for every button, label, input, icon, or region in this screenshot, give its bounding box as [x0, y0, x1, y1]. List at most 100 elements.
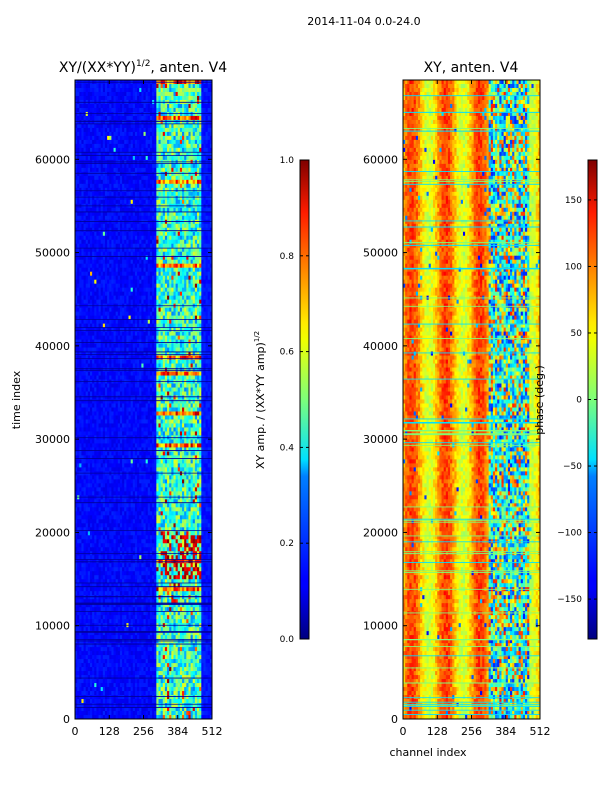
amplitude-heatmap-cell — [175, 251, 179, 257]
amplitude-heatmap-cell — [81, 311, 84, 317]
amplitude-heatmap-cell — [186, 179, 189, 185]
amplitude-heatmap-cell — [149, 147, 153, 153]
amplitude-heatmap-cell — [89, 95, 93, 101]
amplitude-heatmap-cell — [203, 299, 206, 305]
amplitude-heatmap-cell — [209, 363, 212, 368]
amplitude-heatmap-cell — [179, 191, 183, 197]
amplitude-heatmap-cell — [81, 95, 84, 101]
amplitude-heatmap-cell — [162, 115, 166, 121]
amplitude-heatmap-cell — [141, 183, 144, 189]
amplitude-heatmap-cell — [119, 91, 123, 97]
amplitude-heatmap-cell — [152, 195, 155, 201]
amplitude-heatmap-cell — [104, 187, 108, 193]
amplitude-heatmap-cell — [77, 95, 80, 101]
amplitude-heatmap-cell — [107, 347, 110, 352]
amplitude-heatmap-cell — [102, 287, 106, 293]
amplitude-heatmap-cell — [169, 371, 172, 376]
amplitude-heatmap-cell — [77, 255, 80, 261]
amplitude-heatmap-cell — [122, 175, 125, 181]
amplitude-heatmap-cell — [160, 355, 164, 360]
amplitude-heatmap-cell — [207, 295, 211, 301]
amplitude-heatmap-cell — [207, 131, 211, 137]
amplitude-heatmap-cell — [197, 199, 200, 205]
amplitude-heatmap-cell — [199, 387, 202, 392]
amplitude-heatmap-cell — [126, 243, 129, 249]
amplitude-heatmap-cell — [199, 259, 202, 265]
amplitude-heatmap-cell — [94, 123, 97, 129]
amplitude-heatmap-cell — [192, 167, 196, 173]
amplitude-heatmap-cell — [119, 151, 123, 157]
amplitude-heatmap-cell — [156, 295, 159, 301]
amplitude-heatmap-cell — [85, 139, 89, 145]
amplitude-heatmap-cell — [209, 207, 212, 213]
amplitude-heatmap-cell — [134, 139, 138, 145]
amplitude-heatmap-cell — [188, 111, 191, 117]
amplitude-heatmap-cell — [190, 343, 194, 348]
amplitude-heatmap-cell — [119, 199, 123, 205]
amplitude-heatmap-cell — [162, 375, 166, 380]
amplitude-heatmap-cell — [205, 163, 209, 169]
amplitude-heatmap-cell — [79, 315, 82, 321]
amplitude-heatmap-cell — [182, 183, 185, 189]
amplitude-heatmap-cell — [156, 111, 159, 117]
amplitude-heatmap-cell — [173, 123, 177, 129]
amplitude-heatmap-cell — [203, 191, 206, 197]
amplitude-heatmap-cell — [85, 295, 89, 301]
amplitude-heatmap-cell — [132, 135, 136, 141]
amplitude-title-suffix: , anten. V4 — [150, 60, 227, 76]
amplitude-heatmap-cell — [203, 163, 206, 169]
amplitude-heatmap-cell — [209, 231, 212, 237]
amplitude-heatmap-cell — [77, 223, 80, 229]
amplitude-heatmap-cell — [139, 283, 142, 289]
amplitude-heatmap-cell — [199, 363, 202, 368]
amplitude-heatmap-cell — [89, 307, 93, 313]
amplitude-heatmap-cell — [197, 219, 200, 225]
amplitude-heatmap-cell — [192, 91, 196, 97]
amplitude-heatmap-cell — [77, 91, 80, 97]
amplitude-heatmap-cell — [149, 187, 153, 193]
amplitude-heatmap-cell — [156, 243, 159, 249]
amplitude-heatmap-cell — [143, 95, 147, 101]
amplitude-heatmap-cell — [92, 163, 95, 169]
amplitude-heatmap-cell — [177, 127, 181, 133]
amplitude-heatmap-cell — [79, 119, 82, 125]
amplitude-heatmap-cell — [149, 143, 153, 149]
amplitude-heatmap-cell — [152, 211, 155, 217]
amplitude-heatmap-cell — [124, 195, 127, 201]
amplitude-heatmap-cell — [173, 87, 177, 93]
amplitude-heatmap-cell — [100, 143, 104, 149]
amplitude-heatmap-cell — [171, 175, 174, 181]
amplitude-heatmap-cell — [171, 355, 174, 360]
amplitude-heatmap-cell — [175, 387, 179, 392]
amplitude-heatmap-cell — [92, 315, 95, 321]
amplitude-heatmap-cell — [192, 371, 196, 376]
amplitude-heatmap-cell — [107, 151, 110, 157]
amplitude-heatmap-cell — [98, 299, 102, 305]
amplitude-heatmap-cell — [113, 343, 117, 348]
amplitude-heatmap-cell — [104, 319, 108, 325]
amplitude-heatmap-cell — [113, 195, 117, 201]
amplitude-heatmap-cell — [85, 123, 89, 129]
amplitude-heatmap-cell — [192, 311, 196, 317]
amplitude-heatmap-cell — [109, 103, 112, 109]
amplitude-heatmap-cell — [130, 83, 134, 89]
amplitude-heatmap-cell — [100, 263, 104, 269]
amplitude-heatmap-cell — [132, 151, 136, 157]
amplitude-heatmap-cell — [209, 327, 212, 332]
amplitude-heatmap-cell — [156, 267, 159, 273]
amplitude-heatmap-cell — [162, 243, 166, 249]
amplitude-heatmap-cell — [158, 179, 162, 185]
amplitude-heatmap-cell — [190, 383, 194, 388]
amplitude-heatmap-cell — [75, 363, 78, 368]
amplitude-heatmap-cell — [115, 187, 119, 193]
amplitude-heatmap-cell — [190, 163, 194, 169]
amplitude-heatmap-cell — [75, 287, 78, 293]
amplitude-heatmap-cell — [203, 127, 206, 133]
amplitude-heatmap-cell — [184, 287, 187, 293]
amplitude-heatmap-cell — [190, 179, 194, 185]
amplitude-heatmap-cell — [81, 127, 84, 133]
amplitude-heatmap-cell — [149, 119, 153, 125]
amplitude-heatmap-cell — [141, 239, 144, 245]
amplitude-heatmap-cell — [115, 351, 119, 356]
amplitude-heatmap-cell — [177, 123, 181, 129]
